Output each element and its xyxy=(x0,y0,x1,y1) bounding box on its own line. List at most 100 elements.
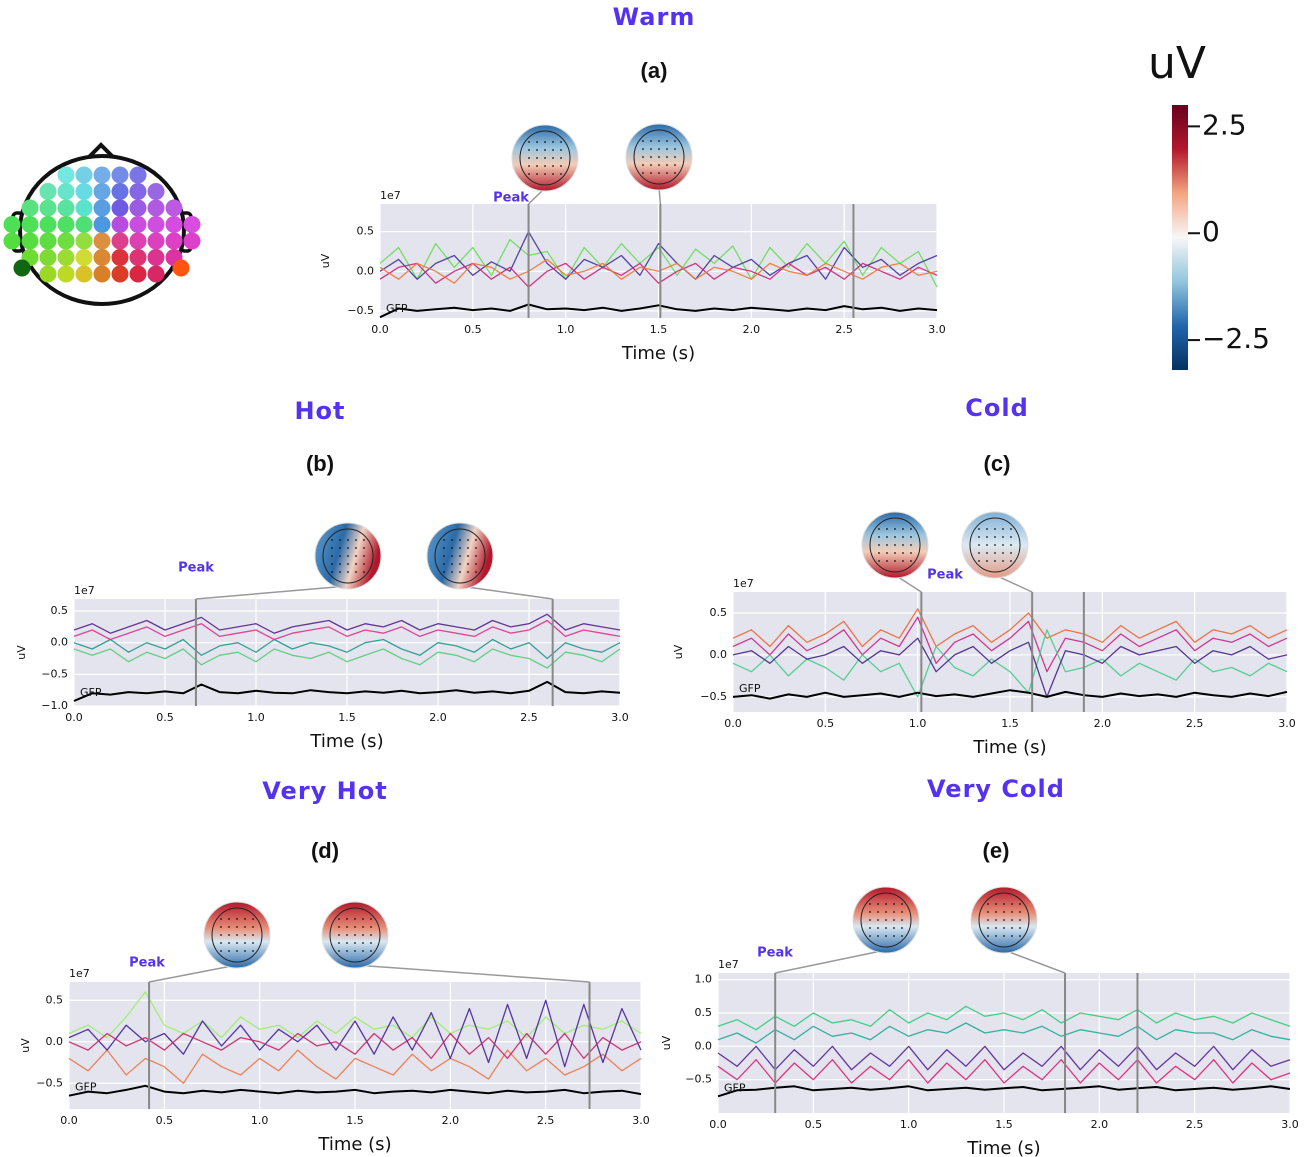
topomap-sensor xyxy=(1002,560,1004,562)
sensor xyxy=(165,199,183,217)
topomap-sensor xyxy=(994,528,996,530)
topomap-sensor xyxy=(877,935,879,937)
sensor xyxy=(147,183,165,200)
topomap-sensor xyxy=(528,149,530,151)
x-tick-label: 0.0 xyxy=(724,717,742,730)
topomap-sensor xyxy=(220,918,222,920)
topomap-sensor xyxy=(467,539,469,541)
sensor xyxy=(147,249,165,266)
x-tick-label: 1.5 xyxy=(338,711,356,724)
topomap-sensor xyxy=(355,547,357,549)
topomap-sensor xyxy=(528,141,530,143)
topomap-head xyxy=(860,892,912,948)
topomap-sensor xyxy=(878,528,880,530)
topomap-sensor xyxy=(650,164,652,166)
gfp-line xyxy=(732,689,1288,700)
x-tick-label: 1.0 xyxy=(247,711,265,724)
topomap-sensor xyxy=(642,140,644,142)
sensor xyxy=(129,232,147,250)
topomap-sensor xyxy=(451,547,453,549)
sensor xyxy=(93,232,111,250)
topomap-connector xyxy=(459,585,553,600)
channel-line xyxy=(732,616,1288,673)
topomap-head xyxy=(434,528,486,584)
topomap-sensor xyxy=(355,555,357,557)
topomap-sensor xyxy=(347,547,349,549)
topomap-sensor xyxy=(443,539,445,541)
sensor xyxy=(165,216,183,233)
sensor xyxy=(93,265,111,283)
x-tick-label: 3.0 xyxy=(928,323,946,336)
channel-line xyxy=(68,1032,642,1060)
topomap-sensor xyxy=(642,172,644,174)
topomap-sensor xyxy=(901,919,903,921)
x-tick-label: 0.0 xyxy=(371,323,389,336)
x-tick-label: 0.5 xyxy=(464,323,482,336)
sensor xyxy=(57,249,75,266)
topomap-sensor xyxy=(901,903,903,905)
topomap-sensor xyxy=(995,927,997,929)
sensor xyxy=(93,199,111,217)
offset-text: 1e7 xyxy=(69,967,90,980)
colorbar-tick-label: −2.5 xyxy=(1202,322,1270,355)
channel-line xyxy=(732,608,1288,648)
topomap-connector xyxy=(1003,949,1066,974)
topomap-sensor xyxy=(362,934,364,936)
topomap-sensor xyxy=(362,926,364,928)
sensor xyxy=(57,166,75,184)
topomap-connector xyxy=(354,964,590,983)
x-tick-label: 3.0 xyxy=(1281,1118,1299,1131)
topomap-sensor xyxy=(995,935,997,937)
gfp-line xyxy=(73,680,621,702)
sensor xyxy=(57,265,75,283)
topomap-sensor xyxy=(674,156,676,158)
y-tick-label: 0.5 xyxy=(51,604,69,617)
topomap-sensor xyxy=(339,555,341,557)
topomap-sensor xyxy=(347,563,349,565)
topomap-sensor xyxy=(544,149,546,151)
topomap-sensor xyxy=(674,164,676,166)
topomap-sensor xyxy=(354,926,356,928)
topomap-sensor xyxy=(987,935,989,937)
gfp-line xyxy=(68,1084,642,1097)
colorbar xyxy=(1172,105,1188,370)
topomap-sensor xyxy=(978,528,980,530)
topomap-sensor xyxy=(339,571,341,573)
topomap-sensor xyxy=(877,903,879,905)
topomap-sensor xyxy=(331,539,333,541)
topomap-sensor xyxy=(886,560,888,562)
topomap-sensor xyxy=(252,926,254,928)
panel-label: (a) xyxy=(641,58,668,83)
topomap-sensor xyxy=(978,544,980,546)
topomap-head xyxy=(633,129,685,185)
topomap-sensor xyxy=(1002,552,1004,554)
sensor xyxy=(3,232,21,250)
y-tick-label: −0.5 xyxy=(685,1073,712,1086)
sensor xyxy=(129,166,147,184)
x-tick-label: 1.5 xyxy=(650,323,668,336)
topomap-sensor xyxy=(475,555,477,557)
topomap-sensor xyxy=(370,950,372,952)
topomap-sensor xyxy=(346,918,348,920)
topomap-sensor xyxy=(475,547,477,549)
channel-line xyxy=(68,999,642,1068)
topomap-connector xyxy=(775,949,887,974)
offset-text: 1e7 xyxy=(380,189,401,202)
topomap-sensor xyxy=(362,942,364,944)
topomap-sensor xyxy=(338,918,340,920)
topomap-sensor xyxy=(894,560,896,562)
channel-line xyxy=(379,258,938,284)
topomap-sensor xyxy=(674,140,676,142)
topomap-sensor xyxy=(878,552,880,554)
topomap-sensor xyxy=(886,528,888,530)
topomap-sensor xyxy=(355,563,357,565)
topomap-sensor xyxy=(878,560,880,562)
topomap-sensor xyxy=(228,918,230,920)
colorbar-title: uV xyxy=(1148,38,1206,89)
colorbar-tick-label: 2.5 xyxy=(1202,108,1247,141)
topomap-sensor xyxy=(339,563,341,565)
topomap-sensor xyxy=(1011,927,1013,929)
topomap-head xyxy=(519,130,571,186)
topomap-sensor xyxy=(236,934,238,936)
y-axis-label: uV xyxy=(672,644,685,659)
